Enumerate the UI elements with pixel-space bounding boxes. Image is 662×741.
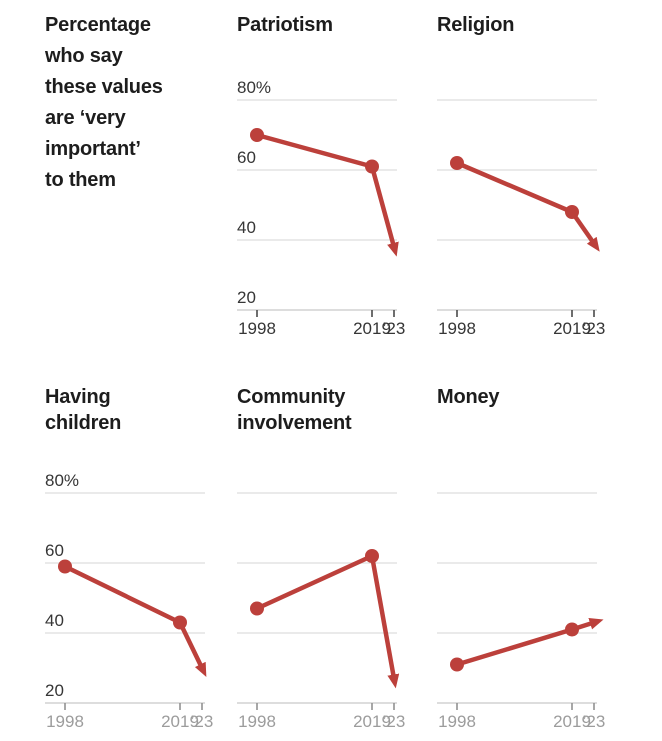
figure-intro: Percentage who say these values are ‘ver…	[45, 14, 163, 191]
x-axis-labels: 1998 2019’23	[438, 319, 605, 338]
y-tick-label: 60	[237, 148, 256, 167]
y-tick-label: 40	[45, 611, 64, 630]
chart-plot-patriotism: 80% 60 40 20 1998 2019’23	[237, 78, 405, 338]
chart-title-having-children: Having children	[45, 386, 122, 434]
x-tick-label: 2019	[553, 319, 591, 338]
y-tick-label: 60	[45, 541, 64, 560]
chart-cell-religion: Religion 1998 2019’23	[437, 12, 607, 338]
chart-plot-community-involvement: 1998 2019’23	[237, 492, 405, 731]
series-line	[256, 553, 400, 689]
x-tick-label: 1998	[438, 712, 476, 731]
chart-plot-having-children: 80% 60 40 20 1998 2019’23	[45, 471, 213, 731]
x-tick-label: 1998	[238, 712, 276, 731]
chart-cell-having-children: Having children 80% 60 40 20 1998 2019’23	[45, 384, 215, 731]
x-axis-ticks	[256, 310, 395, 317]
x-axis-labels: 1998 2019’23	[238, 712, 405, 731]
chart-plot-religion: 1998 2019’23	[437, 99, 605, 338]
x-tick-label: 2019	[161, 712, 199, 731]
gridlines	[437, 492, 597, 634]
x-axis-ticks	[456, 310, 595, 317]
x-tick-label: 2019	[353, 319, 391, 338]
gridlines	[237, 492, 397, 634]
chart-cell-money: Money 1998 2019’23	[437, 384, 607, 731]
x-axis-labels: 1998 2019’23	[46, 712, 213, 731]
x-axis-labels: 1998 2019’23	[238, 319, 405, 338]
x-tick-label: ’23	[383, 319, 406, 338]
data-points	[250, 549, 379, 616]
x-tick-label: 1998	[46, 712, 84, 731]
x-axis-ticks	[256, 703, 395, 710]
chart-title-money: Money	[437, 386, 500, 408]
gridlines	[437, 99, 597, 241]
chart-plot-money: 1998 2019’23	[437, 492, 605, 731]
x-axis-ticks	[456, 703, 595, 710]
data-points	[450, 156, 579, 219]
chart-title-religion: Religion	[437, 14, 515, 36]
x-tick-label: ’23	[583, 712, 606, 731]
x-tick-label: 1998	[438, 319, 476, 338]
y-axis-labels: 80% 60 40 20	[45, 471, 79, 700]
series-line	[456, 160, 600, 252]
gridlines	[45, 492, 205, 634]
data-points	[250, 128, 379, 174]
y-axis-labels: 80% 60 40 20	[237, 78, 271, 307]
y-tick-label: 20	[237, 288, 256, 307]
x-axis-ticks	[64, 703, 203, 710]
x-tick-label: ’23	[583, 319, 606, 338]
x-tick-label: ’23	[383, 712, 406, 731]
chart-cell-patriotism: Patriotism 80% 60 40 20 1998 2019’23	[237, 12, 407, 338]
chart-title-community-involvement: Community involvement	[237, 386, 352, 434]
data-points	[58, 559, 187, 630]
data-points	[450, 622, 579, 672]
x-axis-labels: 1998 2019’23	[438, 712, 605, 731]
chart-title-patriotism: Patriotism	[237, 14, 333, 36]
chart-cell-community-involvement: Community involvement 1998 2019’23	[237, 384, 407, 731]
x-tick-label: ’23	[191, 712, 214, 731]
x-tick-label: 1998	[238, 319, 276, 338]
y-tick-label: 80%	[237, 78, 271, 97]
y-tick-label: 20	[45, 681, 64, 700]
series-line	[256, 132, 399, 257]
y-tick-label: 40	[237, 218, 256, 237]
x-tick-label: 2019	[353, 712, 391, 731]
y-tick-label: 80%	[45, 471, 79, 490]
x-tick-label: 2019	[553, 712, 591, 731]
